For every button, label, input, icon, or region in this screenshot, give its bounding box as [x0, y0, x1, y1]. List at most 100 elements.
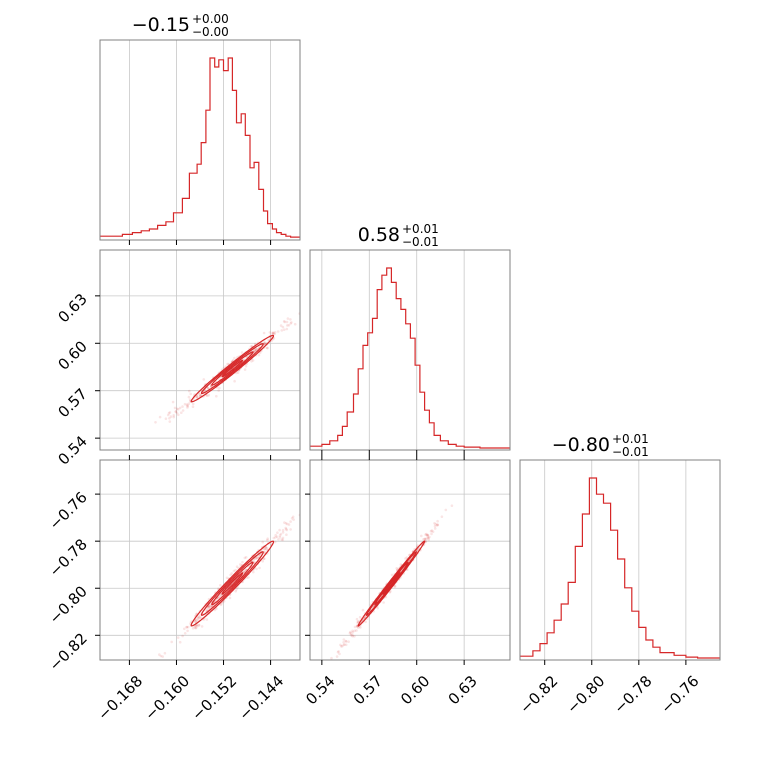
scatter-point [181, 634, 184, 638]
pair-contents [158, 511, 308, 658]
scatter-point [279, 532, 283, 536]
scatter-point [272, 536, 276, 540]
scatter-point [292, 518, 295, 521]
scatter-point [427, 538, 431, 541]
scatter-point [425, 533, 429, 537]
scatter-point [345, 640, 348, 643]
scatter-point [271, 332, 274, 335]
contour-line [221, 572, 244, 595]
scatter-point [215, 394, 218, 398]
scatter-point [395, 567, 399, 570]
scatter-point [424, 533, 427, 536]
scatter-point [435, 524, 439, 527]
scatter-point [254, 348, 258, 351]
scatter-point [240, 351, 244, 354]
pair-frame [309, 459, 511, 661]
scatter-point [426, 536, 430, 540]
scatter-point [243, 556, 247, 560]
y-tick-label: −0.78 [46, 535, 91, 580]
scatter-point [266, 346, 269, 350]
scatter-point [305, 511, 308, 514]
x-tick-label: −0.80 [563, 672, 608, 717]
scatter-point [195, 395, 198, 399]
title-median: 0.58 [358, 224, 400, 246]
scatter-point [207, 605, 210, 608]
scatter-point [187, 402, 191, 406]
density-core [222, 572, 243, 595]
scatter-point [282, 320, 286, 323]
x-tick-label: −0.82 [516, 672, 561, 717]
scatter-point [405, 556, 409, 559]
scatter-point [434, 522, 438, 526]
contour-line [211, 561, 254, 606]
scatter-point [276, 531, 279, 534]
scatter-point [338, 652, 341, 656]
scatter-point [183, 402, 187, 406]
scatter-point [254, 557, 257, 560]
scatter-point [353, 629, 357, 633]
scatter-point [282, 328, 286, 332]
scatter-point [183, 632, 187, 635]
scatter-point [186, 625, 190, 629]
scatter-point [342, 638, 346, 641]
scatter-point [209, 385, 213, 388]
scatter-point [191, 627, 195, 630]
param-title-2: −0.80 +0.01−0.01 [552, 432, 649, 459]
scatter-point [393, 584, 397, 588]
scatter-point [236, 371, 240, 375]
scatter-point [281, 536, 285, 540]
title-plus-error: +0.01 [402, 222, 439, 236]
scatter-point [263, 557, 266, 560]
scatter-point [343, 643, 346, 646]
scatter-point [430, 529, 434, 532]
scatter-point [175, 411, 179, 415]
scatter-point [159, 654, 163, 658]
scatter-point [273, 540, 277, 544]
x-tick-label: −0.152 [188, 672, 240, 724]
pair-frame [99, 459, 301, 661]
scatter-point [262, 331, 266, 335]
scatter-point [208, 604, 211, 608]
contour-line [374, 561, 409, 606]
scatter-point [239, 563, 242, 566]
histogram-step-line [310, 267, 510, 449]
title-minus-error: −0.00 [192, 25, 229, 39]
scatter-point [186, 404, 189, 408]
scatter-point [284, 527, 288, 531]
scatter-point [250, 360, 253, 363]
scatter-point [290, 516, 294, 520]
scatter-point [337, 650, 340, 653]
scatter-point [197, 615, 200, 618]
contour-line [200, 343, 264, 395]
scatter-point [261, 559, 265, 563]
contour-line [211, 351, 254, 386]
scatter-point [195, 624, 198, 627]
scatter-point [263, 342, 267, 345]
scatter-point [271, 331, 275, 335]
contour-line [365, 551, 417, 617]
scatter-point [172, 414, 175, 417]
scatter-point [257, 554, 261, 558]
scatter-point [194, 626, 197, 630]
scatter-point [283, 320, 287, 324]
scatter-point [286, 324, 289, 327]
scatter-point [302, 318, 305, 321]
scatter-point [426, 535, 430, 538]
contour-line [382, 571, 401, 595]
scatter-point [252, 570, 255, 574]
scatter-point [263, 551, 266, 554]
scatter-point [359, 626, 362, 629]
scatter-point [173, 406, 177, 410]
scatter-point [364, 620, 367, 624]
scatter-point [226, 362, 229, 366]
scatter-point [183, 627, 186, 631]
scatter-point [285, 528, 289, 532]
scatter-point [215, 607, 218, 611]
contour-line [190, 334, 275, 403]
scatter-point [264, 547, 268, 550]
scatter-point [339, 643, 342, 647]
scatter-point [172, 415, 175, 419]
scatter-point [281, 531, 285, 534]
scatter-point [436, 523, 439, 526]
scatter-point [361, 608, 365, 612]
